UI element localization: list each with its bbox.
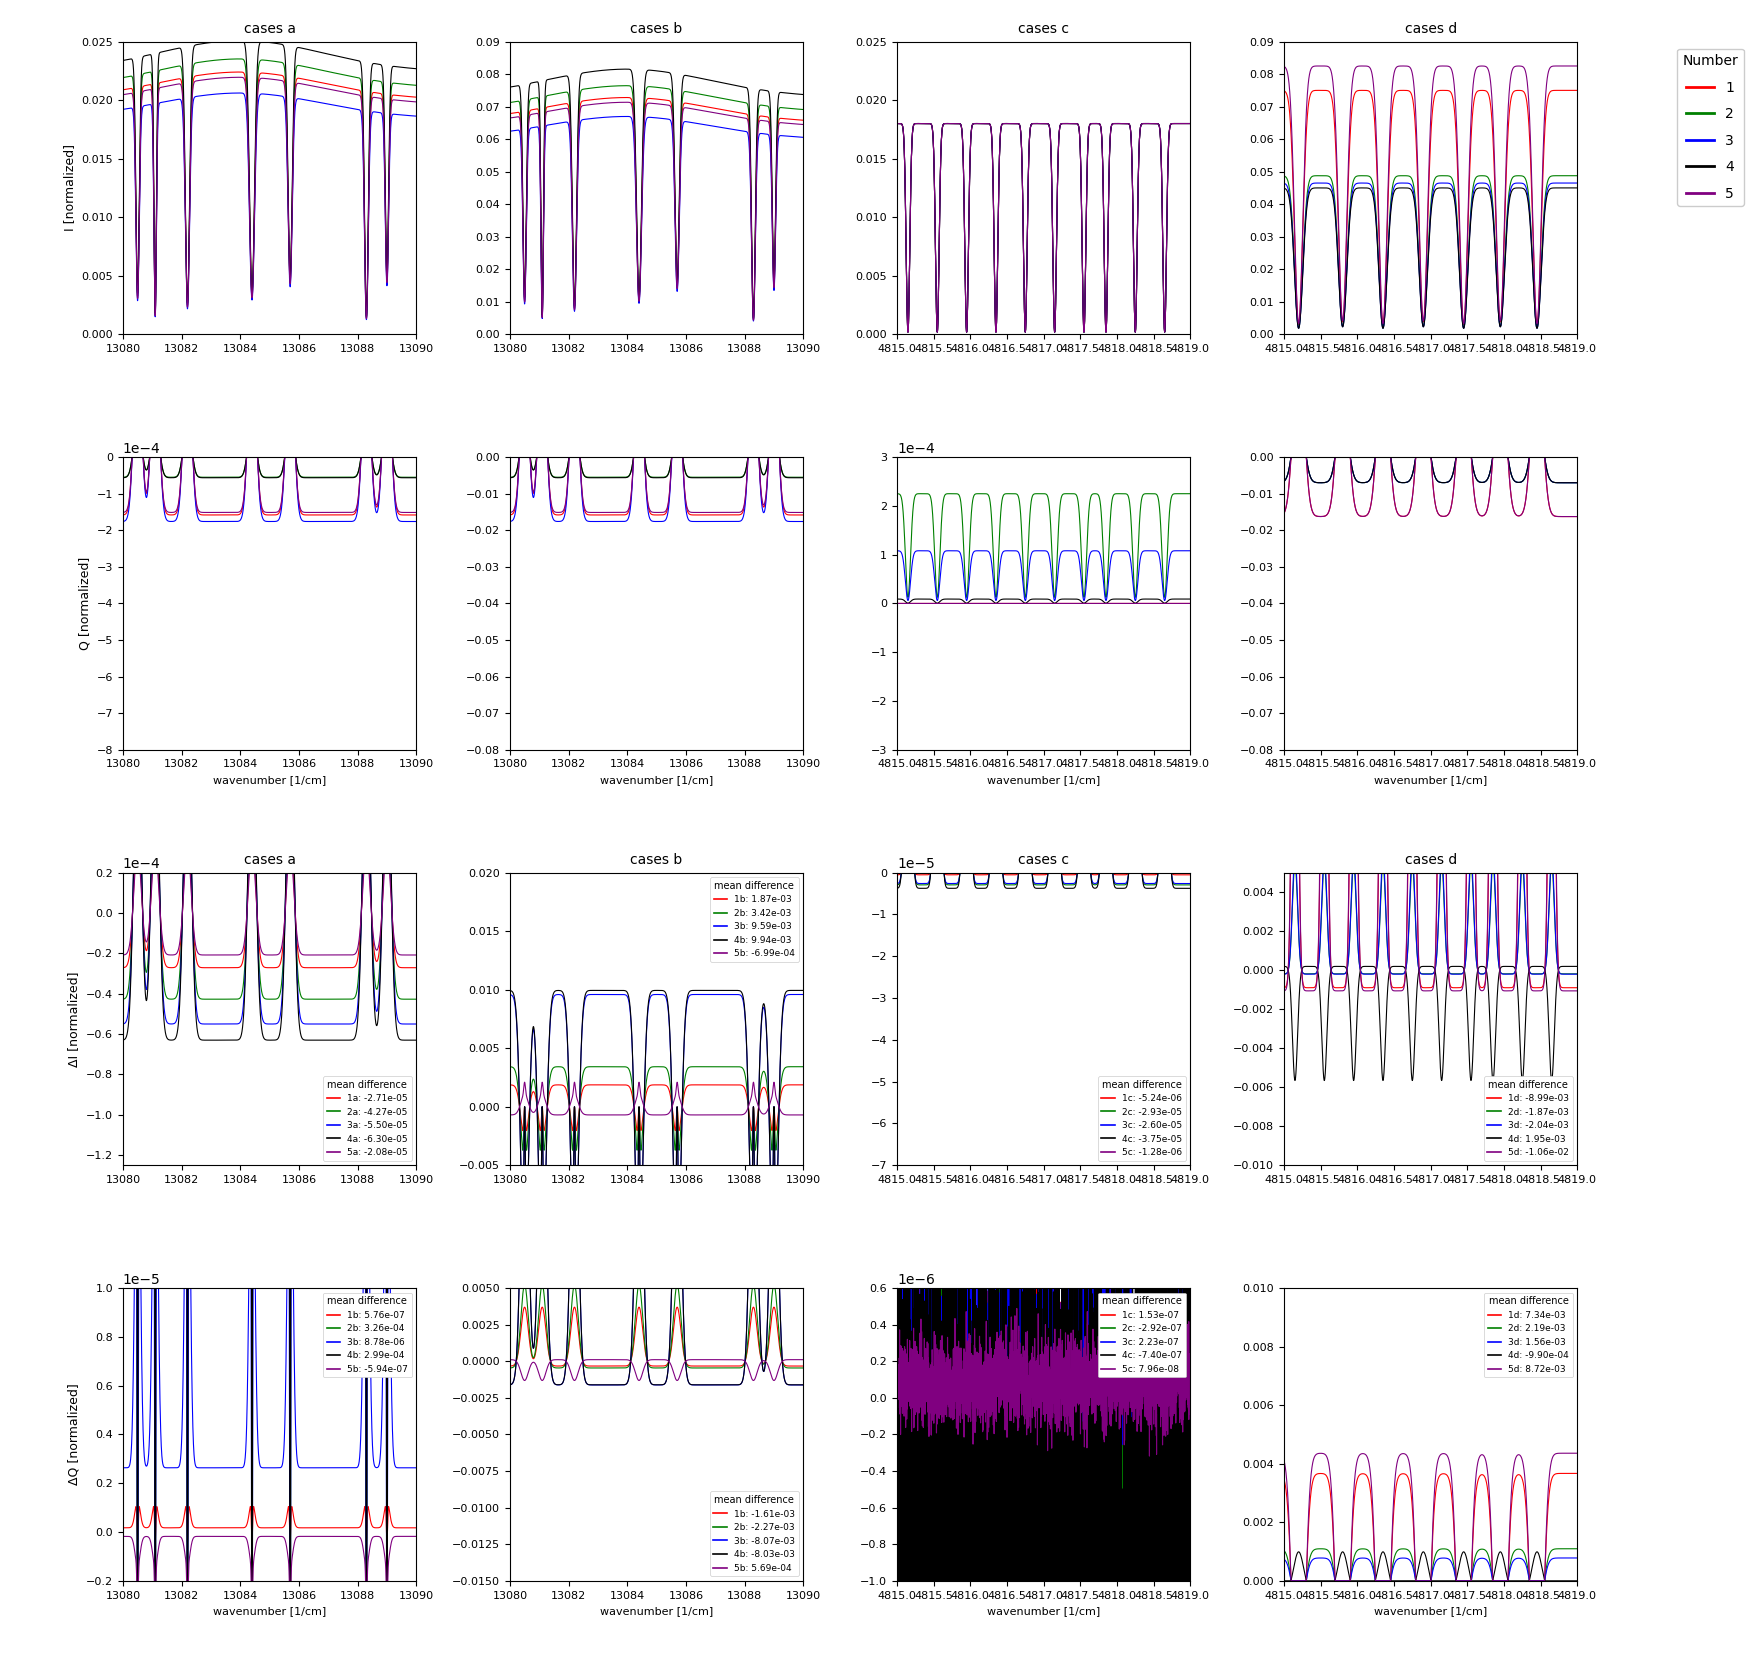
Legend: 1a: -2.71e-05, 2a: -4.27e-05, 3a: -5.50e-05, 4a: -6.30e-05, 5a: -2.08e-05: 1a: -2.71e-05, 2a: -4.27e-05, 3a: -5.50e… (323, 1077, 411, 1161)
X-axis label: wavenumber [1/cm]: wavenumber [1/cm] (1372, 775, 1486, 785)
Y-axis label: Q [normalized]: Q [normalized] (79, 557, 91, 651)
Legend: 1b: 1.87e-03, 2b: 3.42e-03, 3b: 9.59e-03, 4b: 9.94e-03, 5b: -6.99e-04: 1b: 1.87e-03, 2b: 3.42e-03, 3b: 9.59e-03… (709, 877, 799, 962)
Legend: 1b: -1.61e-03, 2b: -2.27e-03, 3b: -8.07e-03, 4b: -8.03e-03, 5b: 5.69e-04: 1b: -1.61e-03, 2b: -2.27e-03, 3b: -8.07e… (709, 1491, 799, 1576)
Legend: 1d: -8.99e-03, 2d: -1.87e-03, 3d: -2.04e-03, 4d: 1.95e-03, 5d: -1.06e-02: 1d: -8.99e-03, 2d: -1.87e-03, 3d: -2.04e… (1483, 1077, 1572, 1161)
Legend: 1d: 7.34e-03, 2d: 2.19e-03, 3d: 1.56e-03, 4d: -9.90e-04, 5d: 8.72e-03: 1d: 7.34e-03, 2d: 2.19e-03, 3d: 1.56e-03… (1483, 1293, 1572, 1378)
X-axis label: wavenumber [1/cm]: wavenumber [1/cm] (1372, 1606, 1486, 1616)
Title: cases c: cases c (1018, 854, 1069, 867)
X-axis label: wavenumber [1/cm]: wavenumber [1/cm] (212, 1606, 326, 1616)
Y-axis label: ΔI [normalized]: ΔI [normalized] (67, 972, 81, 1067)
Y-axis label: ΔQ [normalized]: ΔQ [normalized] (67, 1383, 81, 1486)
Title: cases d: cases d (1404, 854, 1457, 867)
X-axis label: wavenumber [1/cm]: wavenumber [1/cm] (986, 775, 1100, 785)
X-axis label: wavenumber [1/cm]: wavenumber [1/cm] (600, 775, 713, 785)
Title: cases d: cases d (1404, 22, 1457, 37)
Title: cases b: cases b (630, 22, 683, 37)
Y-axis label: I [normalized]: I [normalized] (63, 145, 75, 231)
X-axis label: wavenumber [1/cm]: wavenumber [1/cm] (986, 1606, 1100, 1616)
Title: cases c: cases c (1018, 22, 1069, 37)
X-axis label: wavenumber [1/cm]: wavenumber [1/cm] (212, 775, 326, 785)
Title: cases a: cases a (244, 22, 295, 37)
Legend: 1, 2, 3, 4, 5: 1, 2, 3, 4, 5 (1676, 48, 1743, 206)
Title: cases b: cases b (630, 854, 683, 867)
Legend: 1c: -5.24e-06, 2c: -2.93e-05, 3c: -2.60e-05, 4c: -3.75e-05, 5c: -1.28e-06: 1c: -5.24e-06, 2c: -2.93e-05, 3c: -2.60e… (1097, 1077, 1185, 1161)
Title: cases a: cases a (244, 854, 295, 867)
X-axis label: wavenumber [1/cm]: wavenumber [1/cm] (600, 1606, 713, 1616)
Legend: 1c: 1.53e-07, 2c: -2.92e-07, 3c: 2.23e-07, 4c: -7.40e-07, 5c: 7.96e-08: 1c: 1.53e-07, 2c: -2.92e-07, 3c: 2.23e-0… (1097, 1293, 1185, 1378)
Legend: 1b: 5.76e-07, 2b: 3.26e-04, 3b: 8.78e-06, 4b: 2.99e-04, 5b: -5.94e-07: 1b: 5.76e-07, 2b: 3.26e-04, 3b: 8.78e-06… (323, 1293, 411, 1378)
